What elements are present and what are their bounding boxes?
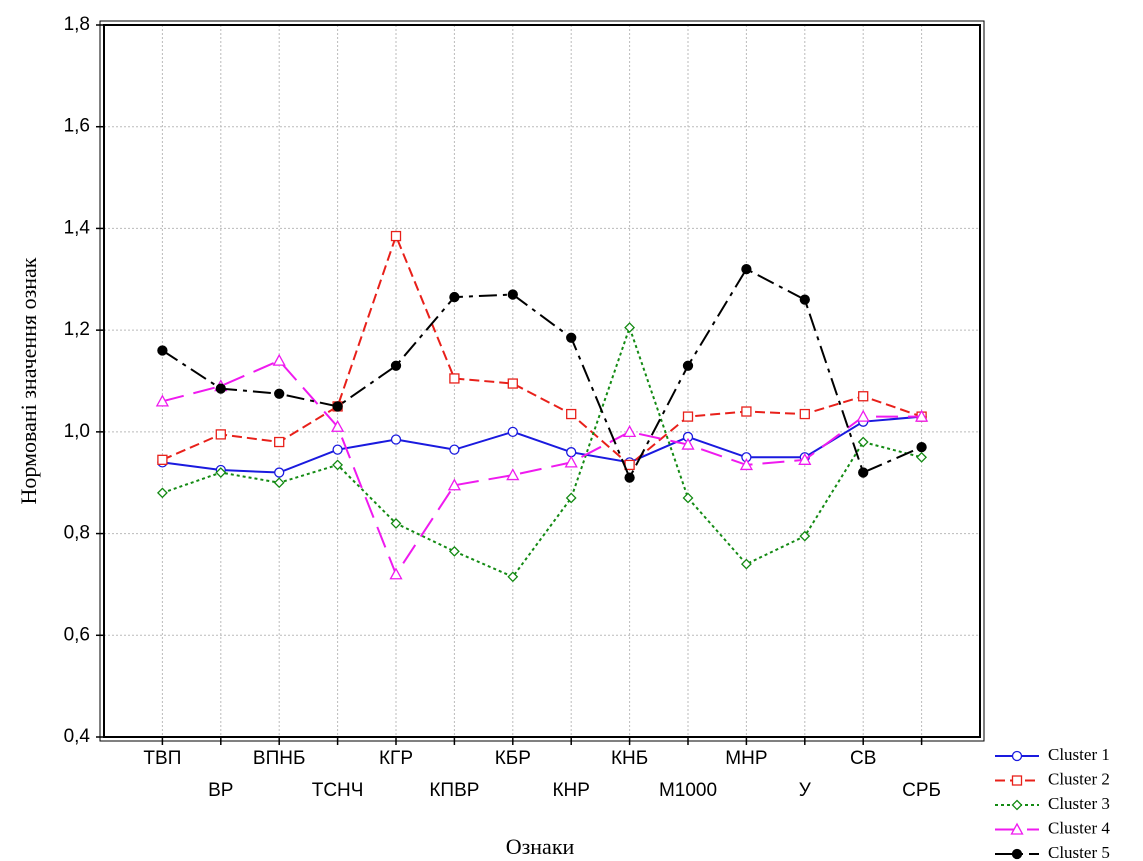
marker — [390, 517, 402, 529]
y-tick-label: 0,8 — [64, 523, 90, 544]
marker — [916, 451, 928, 463]
marker — [798, 452, 812, 465]
marker — [916, 441, 927, 453]
legend-marker — [1011, 750, 1023, 762]
series-line — [162, 415, 922, 474]
marker — [390, 230, 402, 242]
series-line — [162, 233, 922, 467]
marker — [682, 492, 694, 504]
marker — [272, 353, 286, 366]
x-tick-label: ТВП — [143, 748, 181, 769]
marker — [155, 394, 169, 407]
marker — [624, 322, 636, 334]
plot-frame-outer — [99, 20, 985, 742]
marker — [507, 571, 519, 583]
x-tick-label: КНР — [552, 780, 589, 801]
marker — [856, 409, 870, 422]
marker — [449, 291, 460, 303]
y-tick-label: 1,2 — [64, 319, 90, 340]
marker — [566, 447, 577, 458]
legend-marker — [1010, 822, 1024, 835]
marker — [447, 478, 461, 491]
x-tick-label: КГР — [379, 748, 413, 769]
series-line — [162, 359, 922, 577]
marker — [507, 426, 518, 438]
series-line — [161, 267, 922, 480]
marker — [741, 263, 752, 275]
x-tick-label: СРБ — [902, 780, 941, 801]
marker — [799, 294, 810, 305]
y-axis-title: Нормовані значення ознак — [16, 257, 41, 504]
marker — [858, 467, 869, 478]
marker — [157, 345, 168, 356]
marker — [740, 558, 752, 570]
marker — [215, 429, 226, 440]
marker — [507, 378, 518, 389]
marker — [390, 434, 402, 445]
marker — [332, 444, 343, 455]
marker — [565, 492, 577, 504]
x-tick-label: КБР — [495, 748, 531, 769]
marker — [682, 360, 694, 371]
x-tick-label: ТСНЧ — [312, 780, 364, 801]
marker — [566, 332, 577, 343]
legend-label: Cluster 3 — [1048, 794, 1110, 813]
marker — [857, 436, 869, 448]
legend-marker — [1011, 775, 1023, 786]
x-tick-label: СВ — [850, 748, 876, 769]
plot-frame — [103, 24, 981, 738]
marker — [390, 360, 402, 371]
y-tick-label: 0,6 — [64, 624, 90, 645]
marker — [623, 425, 637, 438]
marker — [507, 289, 518, 300]
marker — [273, 477, 285, 489]
legend-marker — [1011, 848, 1023, 860]
marker — [564, 455, 578, 468]
legend-marker — [1011, 799, 1023, 811]
marker — [215, 383, 226, 394]
legend-label: Cluster 2 — [1048, 769, 1110, 788]
y-tick-label: 1,6 — [64, 116, 90, 137]
marker — [506, 468, 520, 481]
legend-label: Cluster 4 — [1048, 818, 1110, 837]
marker — [449, 444, 460, 455]
marker — [331, 419, 345, 432]
marker — [682, 411, 694, 422]
marker — [274, 436, 285, 448]
x-tick-label: КНБ — [611, 748, 648, 769]
marker — [332, 459, 344, 471]
marker — [389, 567, 403, 580]
marker — [449, 373, 460, 384]
x-tick-label: ВПНБ — [253, 748, 306, 769]
y-tick-label: 1,4 — [64, 217, 91, 238]
marker — [274, 467, 285, 478]
marker — [332, 401, 343, 412]
x-tick-label: М1000 — [659, 780, 717, 801]
x-tick-label: МНР — [725, 748, 767, 769]
marker — [448, 545, 460, 557]
x-tick-label: У — [799, 780, 812, 801]
legend-label: Cluster 5 — [1048, 843, 1110, 861]
marker — [741, 406, 752, 417]
marker — [624, 472, 635, 483]
marker — [915, 409, 929, 422]
x-tick-label: ВР — [208, 780, 233, 801]
x-axis-title: Ознаки — [506, 834, 575, 859]
marker — [681, 437, 695, 450]
marker — [799, 408, 810, 420]
y-tick-label: 1,0 — [64, 421, 90, 442]
marker — [566, 408, 577, 420]
x-tick-label: КПВР — [429, 780, 479, 801]
marker — [157, 454, 168, 465]
y-tick-label: 0,4 — [64, 726, 91, 747]
marker — [799, 530, 811, 542]
marker — [156, 487, 168, 499]
marker — [858, 391, 869, 402]
marker — [215, 467, 227, 478]
marker — [739, 458, 753, 471]
y-tick-label: 1,8 — [64, 14, 90, 35]
legend-label: Cluster 1 — [1048, 745, 1110, 764]
marker — [274, 388, 285, 399]
